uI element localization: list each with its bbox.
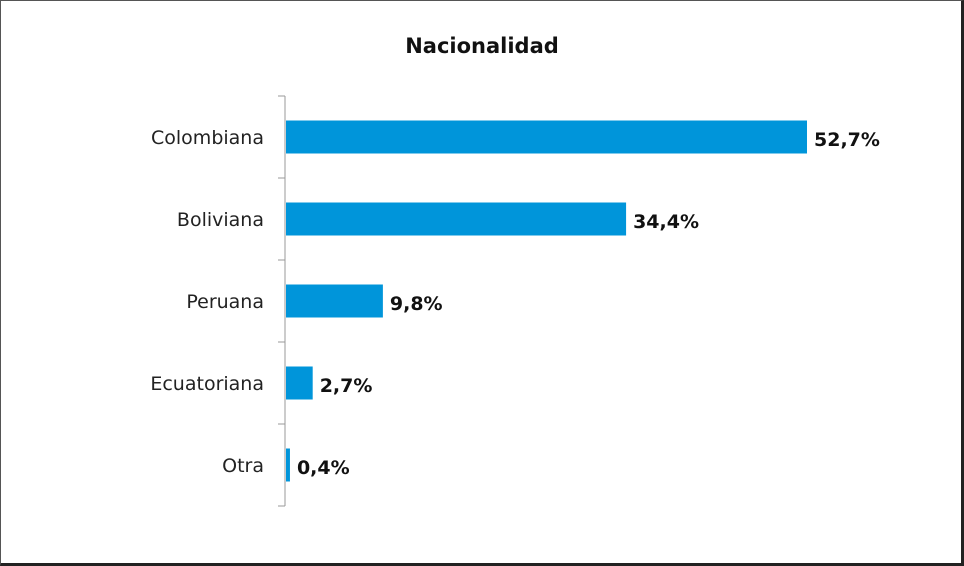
category-label: Ecuatoriana	[150, 373, 264, 395]
value-label: 52,7%	[814, 129, 880, 151]
bars	[286, 120, 807, 482]
bar-peruana	[286, 284, 383, 318]
category-label: Otra	[222, 455, 264, 477]
category-labels: Colombiana Boliviana Peruana Ecuatoriana Otr…	[150, 127, 264, 477]
category-label: Peruana	[186, 291, 264, 313]
value-label: 9,8%	[390, 293, 443, 315]
y-axis-ticks	[278, 95, 285, 507]
bar-colombiana	[286, 120, 807, 154]
chart-title: Nacionalidad	[405, 34, 559, 58]
value-label: 34,4%	[633, 211, 699, 233]
category-label: Boliviana	[177, 209, 264, 231]
bar-boliviana	[286, 202, 627, 236]
bar-otra	[286, 448, 290, 482]
value-label: 0,4%	[297, 457, 350, 479]
bar-ecuatoriana	[286, 366, 313, 400]
category-label: Colombiana	[151, 127, 264, 149]
value-label: 2,7%	[320, 375, 373, 397]
value-labels: 52,7% 34,4% 9,8% 2,7% 0,4%	[297, 129, 880, 479]
